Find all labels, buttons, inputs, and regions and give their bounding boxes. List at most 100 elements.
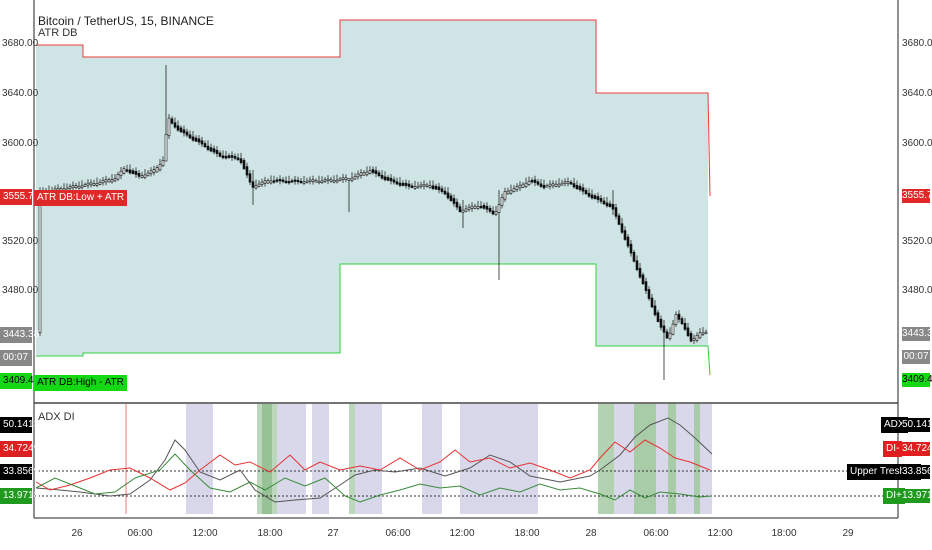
candle-body <box>227 155 231 158</box>
adx-series-value: 50.1413 <box>902 418 932 432</box>
atr-lower-series-tag: ATR DB:High - ATR <box>34 375 127 391</box>
left-upper-value-tag: 3555.79 <box>0 189 39 205</box>
candle-body <box>581 187 585 192</box>
candle-body <box>638 267 642 278</box>
candle-body <box>389 177 393 182</box>
candle-body <box>155 167 159 173</box>
candle-body <box>446 192 450 199</box>
candle-body <box>206 145 210 150</box>
candle-body <box>392 179 396 183</box>
candle-body <box>557 183 561 187</box>
candle-body <box>656 312 660 322</box>
candle-body <box>620 223 624 233</box>
candle-body <box>404 182 408 186</box>
candle-body <box>485 205 489 210</box>
right-lower-value-tag: 3409.43 <box>902 373 932 387</box>
di-plus-series-value: 13.9718 <box>902 489 932 503</box>
candle-body <box>362 172 366 176</box>
candle-body <box>38 190 42 333</box>
candle-body <box>152 169 156 173</box>
time-axis-label: 28 <box>585 528 597 539</box>
candle-body <box>626 236 630 247</box>
candle-body <box>515 186 519 190</box>
candle-body <box>185 131 189 136</box>
candle-body <box>284 180 288 183</box>
candle-body <box>113 178 117 182</box>
candle-body <box>398 182 402 186</box>
candle-body <box>437 186 441 191</box>
candle-body <box>116 174 120 180</box>
candle-body <box>311 179 315 182</box>
candle-body <box>659 318 663 328</box>
candle-body <box>254 185 258 189</box>
candle-body <box>641 274 645 285</box>
candle-body <box>554 183 558 187</box>
candle-body <box>128 169 132 174</box>
candle-body <box>179 127 183 133</box>
candle-body <box>425 184 429 187</box>
candle-body <box>134 171 138 175</box>
left-price-tick: 3600.00 <box>2 138 39 149</box>
candle-body <box>455 201 459 208</box>
left-di-plus-value: 13.9718 <box>0 488 39 504</box>
candle-body <box>287 181 291 184</box>
candle-body <box>245 166 249 176</box>
candle-body <box>590 194 594 199</box>
candle-body <box>692 338 696 341</box>
candle-body <box>533 179 537 183</box>
candle-body <box>416 185 420 189</box>
di-plus-line <box>35 453 713 503</box>
candle-body <box>578 185 582 191</box>
candle-body <box>140 175 144 178</box>
candle-body <box>359 172 363 176</box>
candle-body <box>122 168 126 174</box>
candle-body <box>530 179 534 183</box>
left-adx-value: 50.1413 <box>0 417 39 433</box>
candle-body <box>503 191 507 200</box>
candle-body <box>566 181 570 184</box>
candle-body <box>377 172 381 177</box>
di-minus-series-value: 34.7249 <box>902 442 932 456</box>
candle-body <box>470 205 474 209</box>
candle-body <box>338 178 342 182</box>
candle-body <box>572 183 576 188</box>
candle-body <box>680 318 684 325</box>
candle-body <box>629 243 633 254</box>
candle-body <box>374 170 378 174</box>
candle-body <box>512 188 516 192</box>
candle-body <box>296 179 300 183</box>
candle-body <box>281 179 285 182</box>
candle-body <box>701 332 705 335</box>
candle-body <box>80 185 84 189</box>
left-price-tick: 3520.00 <box>2 236 39 247</box>
candle-body <box>164 134 168 162</box>
candle-body <box>674 314 678 325</box>
time-axis: 26 06:00 12:00 18:00 27 06:00 12:00 18:00 28 06:0… <box>71 528 854 539</box>
candle-body <box>104 179 108 183</box>
candle-body <box>188 134 192 139</box>
candle-body <box>473 205 477 209</box>
adx-indicator-label[interactable]: ADX DI <box>38 411 75 423</box>
atr-indicator-label[interactable]: ATR DB <box>38 27 78 39</box>
candle-body <box>173 122 177 128</box>
time-axis-label: 26 <box>71 528 83 539</box>
atr-upper-series-tag: ATR DB:Low + ATR <box>34 190 128 206</box>
candle-body <box>221 155 225 159</box>
candle-body <box>536 181 540 185</box>
candle-body <box>623 230 627 240</box>
candle-body <box>671 323 675 335</box>
candle-body <box>452 198 456 204</box>
candle-body <box>695 335 699 341</box>
candle-body <box>194 137 198 142</box>
candle-body <box>488 208 492 212</box>
candle-body <box>215 149 219 154</box>
candle-body <box>230 155 234 158</box>
candle-body <box>209 147 213 152</box>
candle-body <box>200 140 204 145</box>
candle-body <box>314 180 318 183</box>
candle-body <box>476 205 480 209</box>
di-plus-series-label: DI+ <box>883 488 905 504</box>
candle-body <box>413 186 417 189</box>
candle-body <box>89 182 93 186</box>
candle-body <box>677 313 681 320</box>
